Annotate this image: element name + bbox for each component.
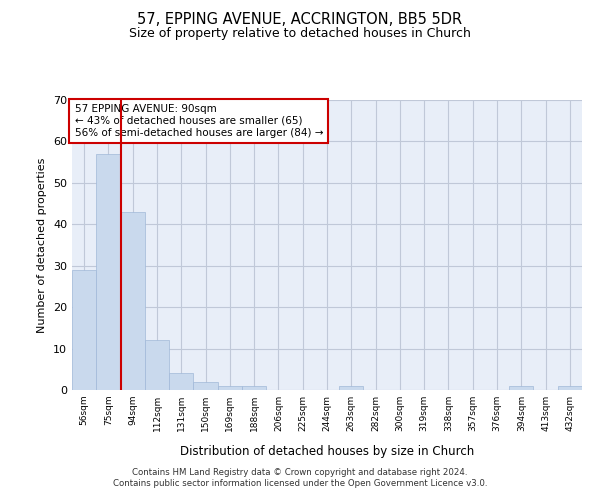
Text: 57, EPPING AVENUE, ACCRINGTON, BB5 5DR: 57, EPPING AVENUE, ACCRINGTON, BB5 5DR — [137, 12, 463, 28]
Bar — [509, 386, 533, 390]
Text: 57 EPPING AVENUE: 90sqm
← 43% of detached houses are smaller (65)
56% of semi-de: 57 EPPING AVENUE: 90sqm ← 43% of detache… — [74, 104, 323, 138]
Bar — [242, 386, 266, 390]
Bar — [339, 386, 364, 390]
Bar — [169, 374, 193, 390]
Bar — [558, 386, 582, 390]
Bar — [145, 340, 169, 390]
Text: Distribution of detached houses by size in Church: Distribution of detached houses by size … — [180, 444, 474, 458]
Bar — [72, 270, 96, 390]
Bar — [96, 154, 121, 390]
Y-axis label: Number of detached properties: Number of detached properties — [37, 158, 47, 332]
Bar — [121, 212, 145, 390]
Bar — [193, 382, 218, 390]
Bar — [218, 386, 242, 390]
Text: Contains HM Land Registry data © Crown copyright and database right 2024.
Contai: Contains HM Land Registry data © Crown c… — [113, 468, 487, 487]
Text: Size of property relative to detached houses in Church: Size of property relative to detached ho… — [129, 28, 471, 40]
